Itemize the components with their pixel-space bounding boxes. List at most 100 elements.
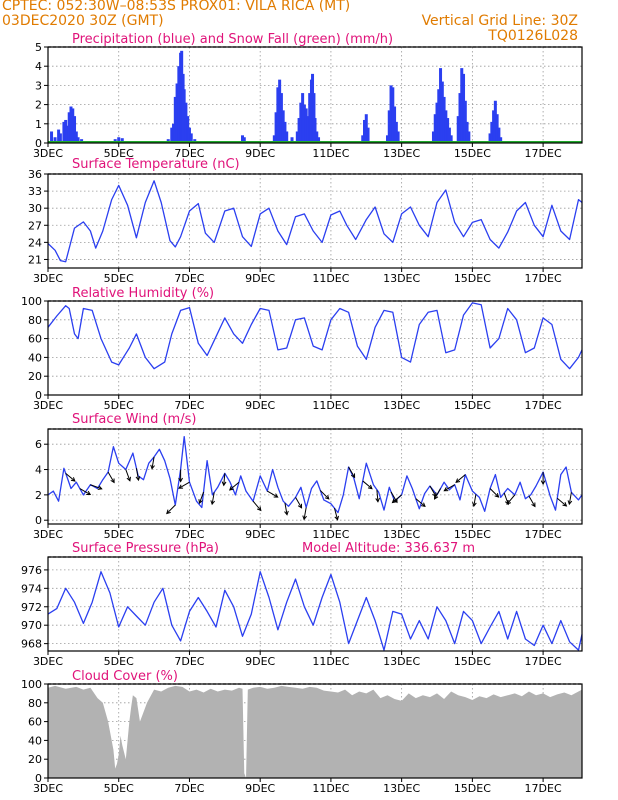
- wind-arrow: [390, 491, 398, 503]
- y-tick-label: 30: [28, 202, 42, 215]
- x-tick-label: 17DEC: [525, 528, 562, 541]
- wind-arrow: [65, 472, 76, 482]
- x-tick-label: 3DEC: [33, 147, 63, 160]
- precip-bar: [281, 110, 285, 143]
- x-tick-label: 3DEC: [33, 655, 63, 668]
- x-tick-label: 3DEC: [33, 782, 63, 795]
- wind-arrowhead: [540, 480, 546, 486]
- cloud-cover-area: [48, 685, 582, 778]
- wind-arrowhead: [97, 485, 103, 490]
- panel-title: Cloud Cover (%): [72, 669, 178, 684]
- precip-bar: [295, 131, 299, 143]
- wind-arrowhead: [472, 502, 477, 508]
- precip-bar: [272, 135, 276, 143]
- precip-bar: [189, 133, 193, 143]
- precip-bar: [444, 110, 448, 143]
- wind-arrowhead: [178, 484, 184, 489]
- wind-arrow: [223, 473, 226, 486]
- y-tick-label: 3: [35, 79, 42, 92]
- y-tick-label: 1: [35, 118, 42, 131]
- precip-bar: [71, 108, 75, 143]
- header-datetime: 03DEC2020 30Z (GMT): [2, 13, 164, 29]
- precip-bar: [299, 102, 303, 143]
- wind-arrowhead: [166, 509, 171, 515]
- wind-arrow: [568, 492, 572, 505]
- precip-bar: [184, 102, 188, 143]
- panel-frame: [47, 300, 583, 396]
- wind-arrow: [444, 484, 455, 492]
- wind-arrow: [178, 481, 190, 489]
- precip-bar: [446, 118, 450, 143]
- precip-bar: [76, 137, 80, 143]
- y-tick-label: 2: [35, 99, 42, 112]
- precip-bar: [290, 137, 294, 143]
- precip-bar: [285, 131, 289, 143]
- precip-bar: [467, 131, 471, 143]
- wind-arrow: [267, 490, 278, 498]
- precip-bar: [186, 116, 190, 143]
- precip-bar: [490, 121, 494, 143]
- x-tick-label: 5DEC: [104, 655, 134, 668]
- y-tick-label: 20: [28, 753, 42, 766]
- x-tick-label: 11DEC: [312, 782, 349, 795]
- x-tick-label: 7DEC: [174, 147, 204, 160]
- x-tick-label: 15DEC: [454, 782, 491, 795]
- y-tick-label: 970: [21, 619, 42, 632]
- wind-arrow: [295, 497, 302, 509]
- y-tick-label: 974: [21, 582, 42, 595]
- x-tick-label: 9DEC: [245, 655, 275, 668]
- precip-bar: [387, 110, 391, 143]
- y-tick-label: 100: [21, 678, 42, 691]
- wind-arrow: [473, 494, 477, 507]
- x-tick-label: 3DEC: [33, 399, 63, 412]
- precip-bar: [177, 66, 181, 143]
- precip-bar: [447, 127, 451, 143]
- wind-line: [47, 435, 583, 514]
- wind-arrow: [376, 489, 379, 502]
- x-tick-label: 11DEC: [312, 528, 349, 541]
- x-tick-label: 5DEC: [104, 782, 134, 795]
- x-tick-label: 7DEC: [174, 655, 204, 668]
- x-tick-label: 15DEC: [454, 272, 491, 285]
- wind-arrow: [348, 466, 356, 478]
- x-tick-label: 7DEC: [174, 782, 204, 795]
- precip-bar: [317, 137, 321, 143]
- header-station: CPTEC: 052:30W–08:53S PROX01: VILA RICA …: [2, 0, 351, 14]
- precip-bar: [313, 118, 317, 143]
- wind-arrow: [151, 456, 155, 469]
- precip-bar: [57, 129, 61, 143]
- wind-arrow: [107, 471, 115, 483]
- x-tick-label: 7DEC: [174, 399, 204, 412]
- wind-arrowhead: [210, 500, 216, 506]
- x-tick-label: 5DEC: [104, 272, 134, 285]
- header-model-code: TQ0126L028: [488, 28, 578, 44]
- wind-arrow: [392, 494, 402, 503]
- x-tick-label: 13DEC: [383, 399, 420, 412]
- panel-title: Precipitation (blue) and Snow Fall (gree…: [72, 32, 393, 47]
- y-tick-label: 0: [35, 514, 42, 527]
- wind-arrowhead: [198, 499, 203, 505]
- x-tick-label: 5DEC: [104, 147, 134, 160]
- wind-arrow: [455, 474, 466, 483]
- wind-arrow: [229, 481, 240, 491]
- precip-bar: [449, 135, 453, 143]
- precip-bar: [302, 104, 306, 143]
- precip-bar: [442, 96, 446, 143]
- x-tick-label: 11DEC: [312, 399, 349, 412]
- precip-bar: [456, 116, 460, 143]
- y-tick-label: 6: [35, 438, 42, 451]
- precip-bar: [53, 137, 57, 143]
- panel-precip: 0 1 2 3 4 5 3DEC 5DEC 7DEC 9DEC 11DEC 13DEC 15DEC 17D…: [33, 32, 583, 160]
- wind-arrowhead: [256, 506, 262, 512]
- wind-arrowhead: [367, 484, 373, 490]
- y-tick-label: 40: [28, 351, 42, 364]
- panel-temp: 21 24 27 30 33 36 3DEC 5DEC 7DEC 9DEC 11DEC 13DEC 15…: [28, 157, 583, 285]
- wind-arrow: [415, 498, 426, 507]
- precip-bar: [279, 93, 283, 143]
- precip-bar: [463, 100, 467, 143]
- x-tick-label: 13DEC: [383, 147, 420, 160]
- wind-arrowhead: [434, 494, 439, 500]
- x-tick-label: 11DEC: [312, 655, 349, 668]
- panel-title: Relative Humidity (%): [72, 286, 214, 301]
- header-vertical-grid: Vertical Grid Line: 30Z: [421, 13, 578, 29]
